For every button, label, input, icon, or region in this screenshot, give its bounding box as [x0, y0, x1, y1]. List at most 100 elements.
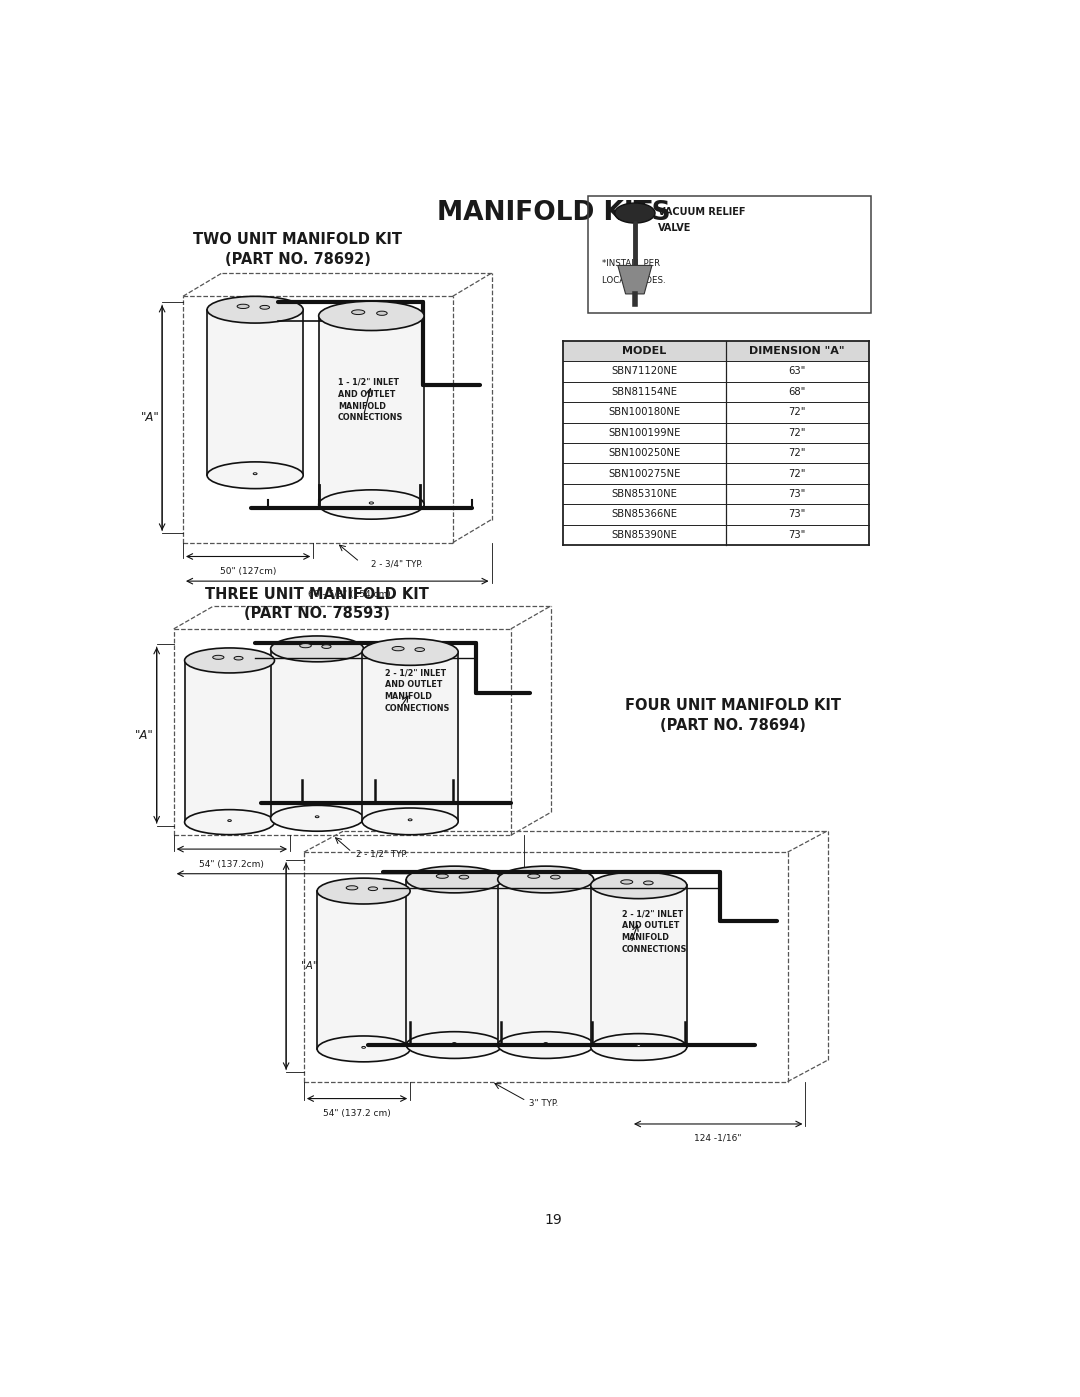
Ellipse shape	[415, 648, 424, 651]
Ellipse shape	[322, 645, 332, 648]
Text: 124 -1/16": 124 -1/16"	[694, 1134, 742, 1143]
Text: SBN81154NE: SBN81154NE	[611, 387, 677, 397]
Ellipse shape	[207, 462, 303, 489]
Ellipse shape	[406, 866, 502, 893]
Text: 72": 72"	[788, 427, 806, 437]
Text: 72": 72"	[788, 408, 806, 418]
Ellipse shape	[185, 810, 274, 834]
FancyBboxPatch shape	[591, 886, 687, 1046]
Text: 2 - 1/2" TYP.: 2 - 1/2" TYP.	[356, 849, 407, 859]
Ellipse shape	[318, 879, 410, 904]
Text: "A": "A"	[135, 729, 153, 742]
Text: MANIFOLD KITS: MANIFOLD KITS	[436, 200, 671, 226]
Ellipse shape	[260, 306, 270, 309]
Ellipse shape	[319, 302, 424, 331]
Text: 50" (127cm): 50" (127cm)	[220, 567, 276, 577]
Text: SBN100199NE: SBN100199NE	[608, 427, 680, 437]
FancyBboxPatch shape	[406, 880, 502, 1045]
Ellipse shape	[615, 203, 656, 224]
Ellipse shape	[551, 875, 561, 879]
Ellipse shape	[377, 312, 388, 316]
Text: (PART NO. 78694): (PART NO. 78694)	[660, 718, 807, 733]
Ellipse shape	[213, 655, 224, 659]
Text: VACUUM RELIEF: VACUUM RELIEF	[658, 207, 745, 217]
FancyBboxPatch shape	[498, 880, 594, 1045]
Bar	[589, 196, 872, 313]
Text: VALVE: VALVE	[658, 224, 691, 233]
Text: 3" TYP.: 3" TYP.	[529, 1098, 558, 1108]
Text: LOCAL CODES.: LOCAL CODES.	[603, 277, 666, 285]
Text: DIMENSION "A": DIMENSION "A"	[750, 346, 845, 356]
Text: MODEL: MODEL	[622, 346, 666, 356]
Polygon shape	[618, 265, 652, 293]
Text: 60 - 5/8" (154 cm): 60 - 5/8" (154 cm)	[308, 591, 391, 599]
Text: 54" (137.2 cm): 54" (137.2 cm)	[323, 1109, 391, 1119]
Ellipse shape	[392, 647, 404, 651]
Ellipse shape	[352, 310, 365, 314]
Ellipse shape	[528, 875, 540, 879]
Ellipse shape	[644, 882, 653, 884]
Ellipse shape	[253, 472, 257, 475]
Ellipse shape	[498, 1032, 594, 1059]
Text: 1 - 1/2" INLET
AND OUTLET
MANIFOLD
CONNECTIONS: 1 - 1/2" INLET AND OUTLET MANIFOLD CONNE…	[338, 379, 404, 422]
Bar	[563, 341, 869, 362]
Text: 19: 19	[544, 1213, 563, 1227]
Ellipse shape	[234, 657, 243, 659]
Text: 73": 73"	[788, 489, 806, 499]
Text: SBN100275NE: SBN100275NE	[608, 468, 680, 479]
FancyBboxPatch shape	[319, 316, 424, 504]
Text: 73": 73"	[788, 529, 806, 539]
FancyBboxPatch shape	[185, 661, 274, 823]
Ellipse shape	[318, 1037, 410, 1062]
Ellipse shape	[347, 886, 357, 890]
Ellipse shape	[453, 1042, 456, 1045]
Ellipse shape	[436, 875, 448, 879]
Ellipse shape	[319, 490, 424, 520]
Text: *INSTALL PER: *INSTALL PER	[603, 258, 661, 268]
Text: SBN100180NE: SBN100180NE	[608, 408, 680, 418]
Ellipse shape	[621, 880, 633, 884]
Ellipse shape	[591, 1034, 687, 1060]
Text: 68": 68"	[788, 387, 806, 397]
Text: 2 - 1/2" INLET
AND OUTLET
MANIFOLD
CONNECTIONS: 2 - 1/2" INLET AND OUTLET MANIFOLD CONNE…	[622, 909, 687, 954]
Text: 73": 73"	[788, 510, 806, 520]
Ellipse shape	[369, 502, 374, 504]
Ellipse shape	[368, 887, 378, 891]
Ellipse shape	[271, 805, 364, 831]
Text: SBN71120NE: SBN71120NE	[611, 366, 677, 377]
Text: 72": 72"	[788, 468, 806, 479]
Text: 72": 72"	[788, 448, 806, 458]
Text: "A": "A"	[141, 411, 160, 425]
Ellipse shape	[406, 1032, 502, 1059]
Ellipse shape	[637, 1045, 640, 1046]
Text: (PART NO. 78692): (PART NO. 78692)	[225, 251, 370, 267]
Ellipse shape	[498, 866, 594, 893]
FancyBboxPatch shape	[271, 648, 364, 819]
Text: 2 - 3/4" TYP.: 2 - 3/4" TYP.	[372, 560, 423, 569]
Ellipse shape	[299, 644, 311, 648]
Ellipse shape	[362, 638, 458, 665]
Text: SBN100250NE: SBN100250NE	[608, 448, 680, 458]
Ellipse shape	[238, 305, 249, 309]
Ellipse shape	[271, 636, 364, 662]
Ellipse shape	[228, 820, 231, 821]
Text: (PART NO. 78593): (PART NO. 78593)	[244, 606, 390, 620]
Text: SBN85366NE: SBN85366NE	[611, 510, 677, 520]
Text: SBN85310NE: SBN85310NE	[611, 489, 677, 499]
Ellipse shape	[408, 819, 413, 821]
Ellipse shape	[362, 1046, 365, 1048]
FancyBboxPatch shape	[318, 891, 410, 1049]
Ellipse shape	[459, 875, 469, 879]
FancyBboxPatch shape	[207, 310, 303, 475]
Text: THREE UNIT MANIFOLD KIT: THREE UNIT MANIFOLD KIT	[205, 587, 429, 602]
Text: 91 - 3/4" (233 cm): 91 - 3/4" (233 cm)	[393, 884, 476, 893]
Ellipse shape	[185, 648, 274, 673]
Text: TWO UNIT MANIFOLD KIT: TWO UNIT MANIFOLD KIT	[193, 232, 402, 247]
Text: FOUR UNIT MANIFOLD KIT: FOUR UNIT MANIFOLD KIT	[625, 698, 841, 714]
Text: SBN85390NE: SBN85390NE	[611, 529, 677, 539]
Text: 63": 63"	[788, 366, 806, 377]
Ellipse shape	[544, 1042, 548, 1045]
Ellipse shape	[207, 296, 303, 323]
Text: 54" (137.2cm): 54" (137.2cm)	[200, 861, 265, 869]
FancyBboxPatch shape	[362, 652, 458, 821]
